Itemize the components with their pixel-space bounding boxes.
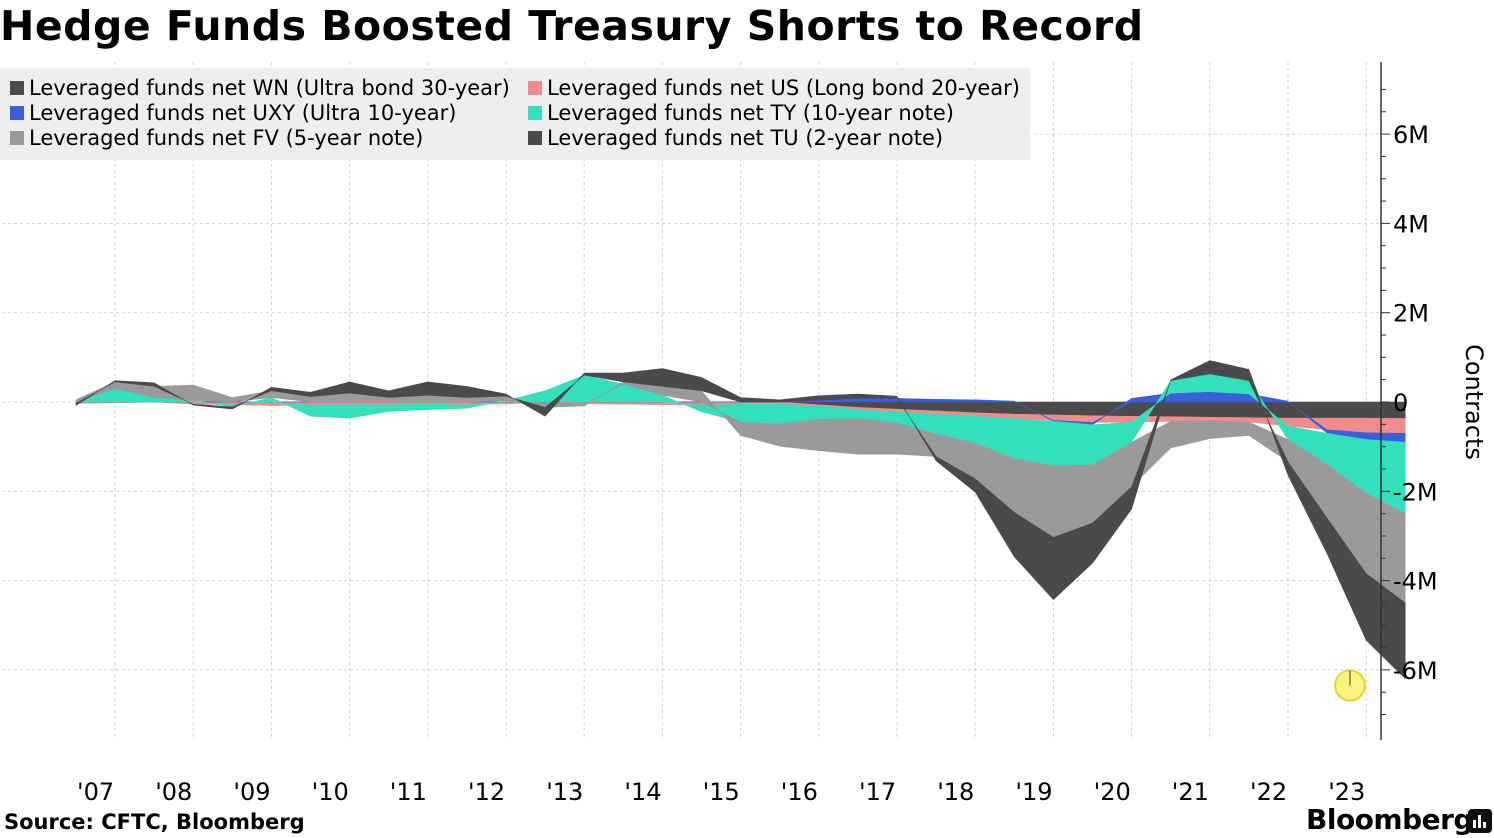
x-tick-label: '21 <box>1172 778 1209 806</box>
y-tick-label: -2M <box>1393 478 1438 506</box>
legend: Leveraged funds net WN (Ultra bond 30-ye… <box>0 68 1030 160</box>
bloomberg-logo: Bloomberg <box>1306 803 1473 836</box>
x-tick-label: '07 <box>77 778 114 806</box>
x-tick-label: '12 <box>468 778 505 806</box>
legend-item: Leveraged funds net WN (Ultra bond 30-ye… <box>10 76 510 100</box>
legend-item: Leveraged funds net TU (2-year note) <box>528 126 943 150</box>
x-tick-label: '15 <box>703 778 740 806</box>
x-tick-label: '20 <box>1094 778 1131 806</box>
x-tick-label: '10 <box>312 778 349 806</box>
y-axis: 6M 4M 2M 0 -2M -4M -6M Contracts <box>1380 62 1488 740</box>
legend-swatch <box>10 81 24 95</box>
x-tick-label: '11 <box>390 778 427 806</box>
stacked-areas <box>75 360 1406 680</box>
source-note: Source: CFTC, Bloomberg <box>4 810 305 834</box>
legend-swatch <box>528 81 542 95</box>
x-tick-label: '13 <box>546 778 583 806</box>
x-tick-label: '22 <box>1250 778 1287 806</box>
y-tick-label: 2M <box>1393 300 1429 328</box>
y-tick-label: 6M <box>1393 121 1429 149</box>
legend-label: Leveraged funds net UXY (Ultra 10-year) <box>29 101 457 125</box>
y-tick-label: 4M <box>1393 210 1429 238</box>
legend-item: Leveraged funds net US (Long bond 20-yea… <box>528 76 1020 100</box>
x-tick-label: '14 <box>624 778 661 806</box>
x-tick-label: '16 <box>781 778 818 806</box>
y-tick-label: -4M <box>1393 568 1438 596</box>
x-tick-label: '23 <box>1328 778 1365 806</box>
legend-swatch <box>10 106 24 120</box>
x-axis: '07 '08 '09 '10 '11 '12 '13 '14 '15 '16 '17 '18 '19 '… <box>77 778 1365 806</box>
legend-label: Leveraged funds net FV (5-year note) <box>29 126 424 150</box>
y-tick-label: -6M <box>1393 657 1438 685</box>
legend-label: Leveraged funds net TU (2-year note) <box>547 126 944 150</box>
legend-swatch <box>10 131 24 145</box>
x-tick-label: '17 <box>859 778 896 806</box>
legend-swatch <box>528 106 542 120</box>
legend-label: Leveraged funds net US (Long bond 20-yea… <box>547 76 1020 100</box>
x-tick-label: '08 <box>155 778 192 806</box>
legend-item: Leveraged funds net FV (5-year note) <box>10 126 423 150</box>
x-tick-label: '09 <box>233 778 270 806</box>
x-tick-label: '19 <box>1015 778 1052 806</box>
y-tick-label: 0 <box>1393 389 1408 417</box>
y-axis-title: Contracts <box>1460 344 1488 460</box>
area-series-6 <box>75 360 1406 680</box>
legend-item: Leveraged funds net TY (10-year note) <box>528 101 954 125</box>
legend-item: Leveraged funds net UXY (Ultra 10-year) <box>10 101 457 125</box>
legend-label: Leveraged funds net TY (10-year note) <box>547 101 954 125</box>
legend-label: Leveraged funds net WN (Ultra bond 30-ye… <box>29 76 510 100</box>
chart-title: Hedge Funds Boosted Treasury Shorts to R… <box>0 2 1144 50</box>
legend-swatch <box>528 131 542 145</box>
annotations <box>1334 669 1366 702</box>
x-tick-label: '18 <box>937 778 974 806</box>
bloomberg-chart-icon <box>1468 809 1492 833</box>
